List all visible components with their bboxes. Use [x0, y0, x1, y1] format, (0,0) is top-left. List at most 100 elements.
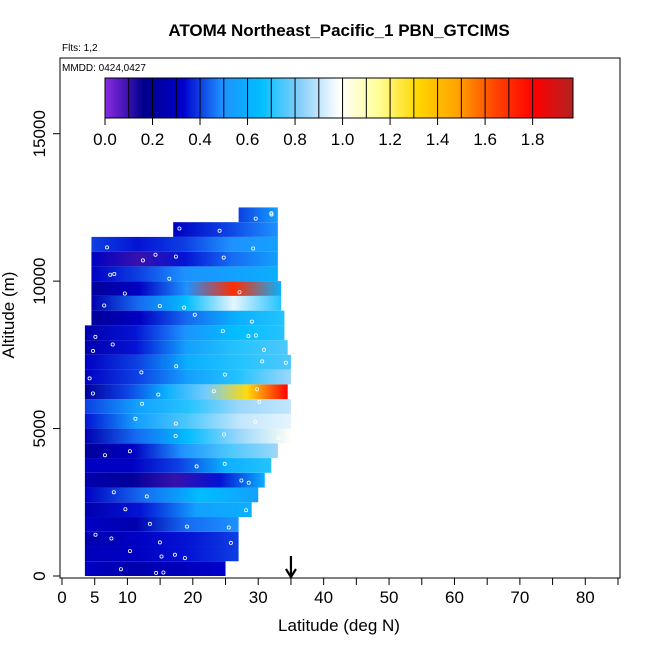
flights-annotation: Flts: 1,2	[62, 43, 98, 54]
observation-point	[157, 540, 162, 545]
y-tick-label: 10000	[30, 258, 49, 305]
heatmap-layer	[84, 413, 291, 429]
colorbar-tick-label: 0.0	[93, 130, 117, 149]
observation-point	[93, 532, 98, 537]
observation-point	[283, 360, 288, 365]
heatmap-layer	[84, 487, 259, 503]
heatmap-layer	[173, 222, 278, 237]
observation-point	[239, 478, 244, 483]
x-tick-label: 10	[118, 588, 137, 607]
heatmap-layer	[91, 281, 282, 296]
heatmap-layer	[91, 295, 282, 311]
observation-points	[87, 211, 288, 575]
plot-frame	[59, 57, 621, 579]
observation-point	[192, 312, 197, 317]
observation-point	[237, 290, 242, 295]
heatmap-layer	[238, 207, 278, 223]
colorbar-tick-label: 1.4	[426, 130, 450, 149]
colorbar-tick-label: 0.8	[283, 130, 307, 149]
observation-point	[253, 333, 258, 338]
observation-point	[140, 258, 145, 263]
colorbar-tick-label: 0.6	[236, 130, 260, 149]
observation-point	[184, 524, 189, 529]
x-axis: 0 5 10 20 30 40 50 60 70 80	[57, 578, 619, 607]
observation-point	[276, 435, 281, 440]
x-tick-label: 50	[380, 588, 399, 607]
heatmap-layer	[84, 561, 226, 576]
observation-point	[90, 391, 95, 396]
heatmap-layer	[84, 428, 291, 444]
observation-point	[260, 359, 265, 364]
observation-point	[102, 303, 107, 308]
observation-point	[173, 421, 178, 426]
observation-point	[147, 521, 152, 526]
heatmap-layer	[84, 458, 272, 473]
heatmap-layer	[91, 236, 278, 252]
observation-point	[140, 401, 145, 406]
observation-point	[269, 211, 274, 216]
observation-point	[123, 507, 128, 512]
observation-point	[211, 389, 216, 394]
observation-point	[220, 329, 225, 334]
observation-point	[161, 570, 166, 575]
observation-point	[221, 432, 226, 437]
y-tick-label: 15000	[30, 110, 49, 157]
observation-point	[159, 554, 164, 559]
y-axis-label: Altitude (m)	[0, 272, 18, 359]
observation-point	[217, 228, 222, 233]
heatmap-layer	[84, 443, 278, 459]
x-tick-label: 70	[510, 588, 529, 607]
observation-point	[122, 291, 127, 296]
observation-point	[182, 305, 187, 310]
observation-point	[221, 255, 226, 260]
observation-point	[133, 416, 138, 421]
y-axis: 0 5000 10000 15000	[30, 110, 60, 581]
observation-point	[194, 464, 199, 469]
observation-point	[108, 272, 113, 277]
observation-point	[111, 490, 116, 495]
heatmap-layer	[84, 384, 288, 400]
heatmap-layer	[84, 517, 239, 532]
chart-title: ATOM4 Northeast_Pacific_1 PBN_GTCIMS	[168, 21, 509, 40]
heatmap-layer	[84, 399, 291, 414]
heatmap-layer	[84, 369, 291, 385]
observation-point	[246, 334, 251, 339]
dates-annotation: MMDD: 0424,0427	[62, 63, 146, 74]
observation-point	[244, 508, 249, 513]
observation-point	[253, 216, 258, 221]
heatmap-layer	[91, 310, 285, 326]
observation-point	[110, 342, 115, 347]
heatmap-layer	[84, 502, 252, 518]
heatmap-layer	[84, 325, 285, 341]
y-tick-label: 5000	[30, 410, 49, 448]
observation-point	[127, 449, 132, 454]
x-tick-label: 20	[183, 588, 202, 607]
observation-point	[93, 334, 98, 339]
x-tick-label: 30	[249, 588, 268, 607]
observation-point	[173, 433, 178, 438]
heatmap-layer	[91, 251, 278, 267]
observation-point	[251, 246, 256, 251]
observation-point	[87, 376, 92, 381]
colorbar: 0.0 0.2 0.4 0.6 0.8 1.0 1.2 1.4 1.6 1.8	[93, 77, 574, 149]
observation-point	[182, 556, 187, 561]
observation-point	[127, 549, 132, 554]
observation-point	[91, 348, 96, 353]
x-tick-label: 60	[445, 588, 464, 607]
colorbar-tick-label: 1.2	[378, 130, 402, 149]
observation-point	[222, 461, 227, 466]
observation-point	[103, 453, 108, 458]
colorbar-gradient	[104, 77, 574, 119]
observation-point	[257, 399, 262, 404]
observation-point	[109, 536, 114, 541]
observation-point	[156, 392, 161, 397]
observation-point	[154, 570, 159, 575]
x-tick-label: 40	[314, 588, 333, 607]
colorbar-tick-label: 0.4	[188, 130, 212, 149]
heatmap-layer	[91, 266, 278, 282]
colorbar-tick-label: 1.0	[331, 130, 355, 149]
observation-point	[226, 525, 231, 530]
heatmap-layer	[84, 531, 239, 547]
x-tick-label: 80	[576, 588, 595, 607]
